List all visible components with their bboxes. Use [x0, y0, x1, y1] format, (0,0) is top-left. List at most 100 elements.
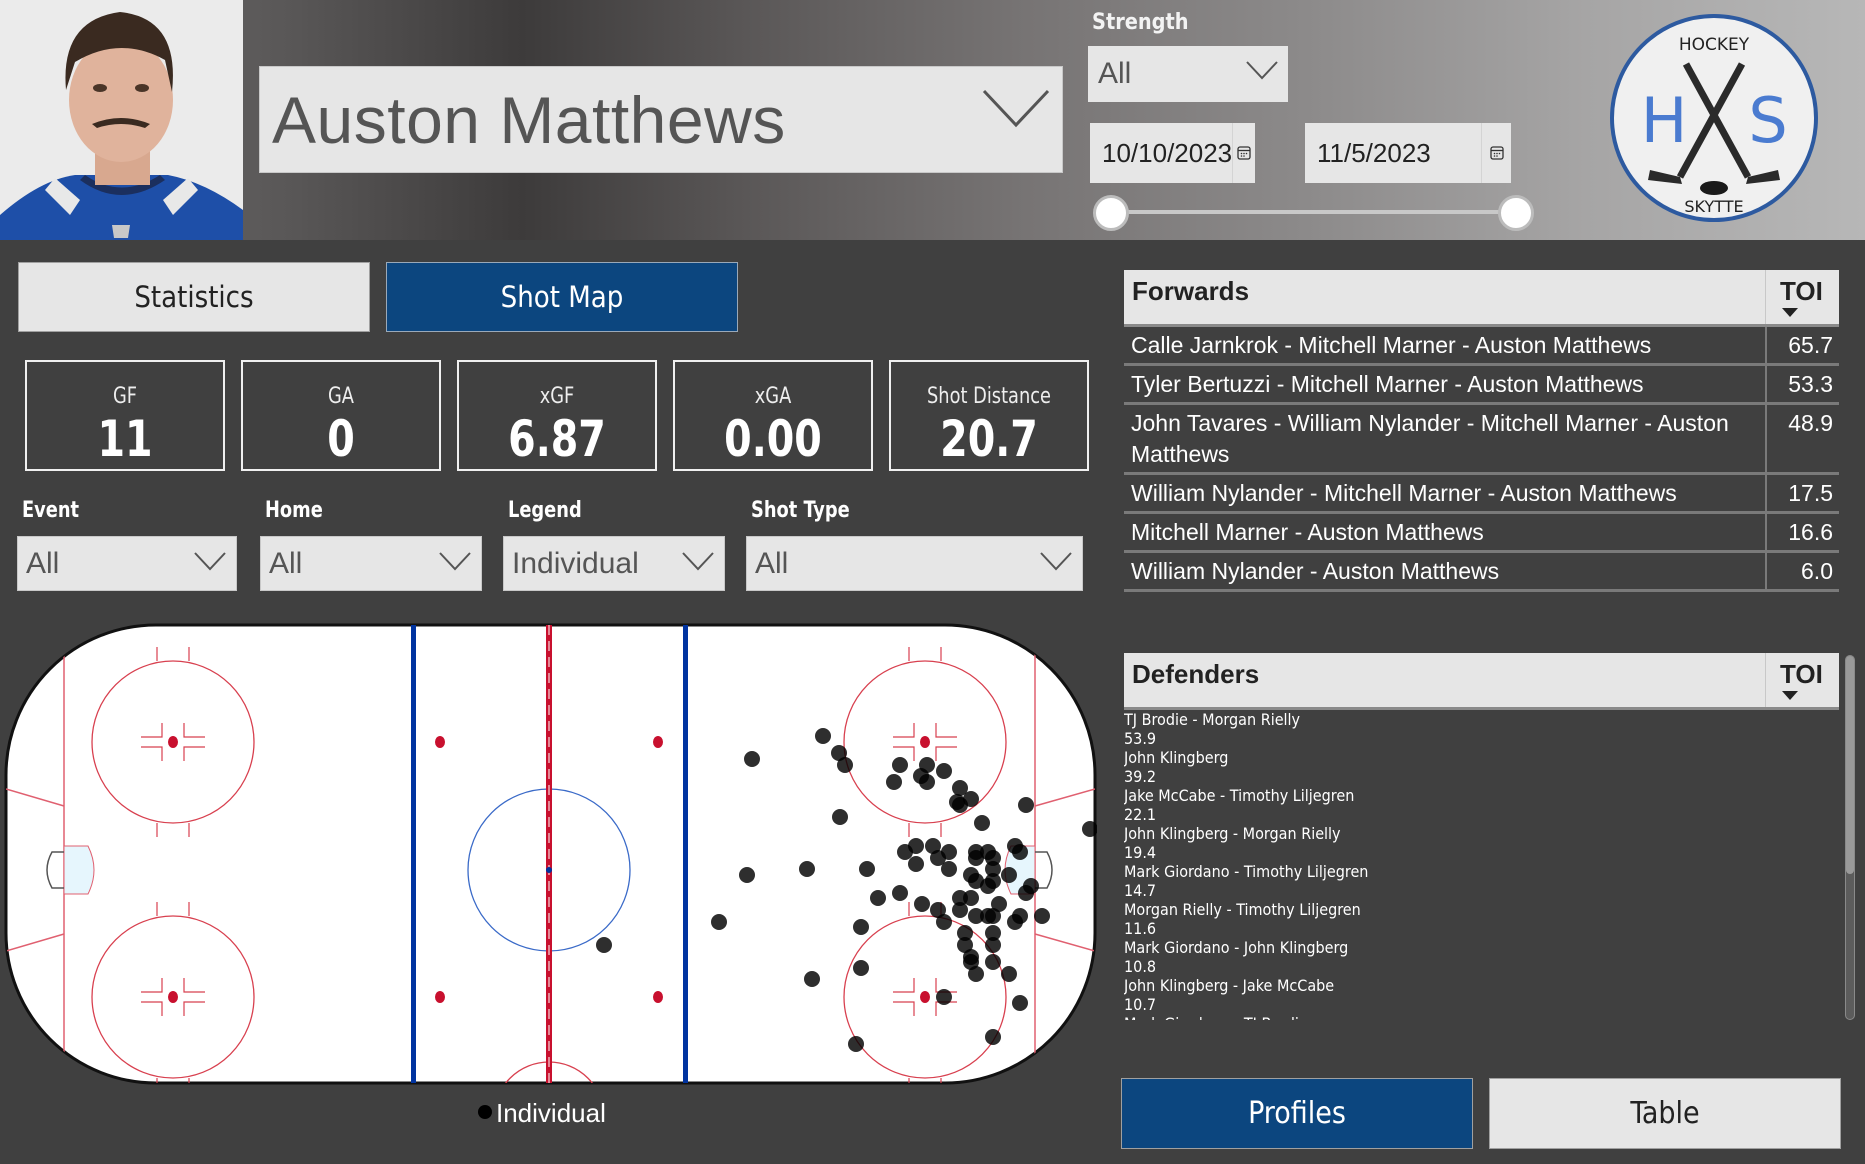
table-row[interactable]: Mark Giordano - John Klingberg 10.8	[1124, 938, 1839, 976]
shot-dot[interactable]	[837, 757, 853, 773]
table-row[interactable]: TJ Brodie - Morgan Rielly 53.9	[1124, 710, 1839, 748]
date-range-slider-track[interactable]	[1112, 210, 1516, 214]
shot-dot[interactable]	[968, 908, 984, 924]
shot-dot[interactable]	[952, 780, 968, 796]
shot-dot[interactable]	[739, 867, 755, 883]
calendar-icon[interactable]	[1232, 123, 1255, 183]
shot-dot[interactable]	[1018, 797, 1034, 813]
shot-dot[interactable]	[919, 774, 935, 790]
shot-dot[interactable]	[1082, 821, 1097, 837]
shot-dot[interactable]	[1001, 966, 1017, 982]
shot-dot[interactable]	[832, 809, 848, 825]
shot-dot[interactable]	[930, 902, 946, 918]
table-row[interactable]: John Tavares - William Nylander - Mitche…	[1124, 405, 1839, 475]
table-row[interactable]: William Nylander - Auston Matthews 6.0	[1124, 553, 1839, 592]
shot-dot[interactable]	[831, 745, 847, 761]
shot-dot[interactable]	[936, 914, 952, 930]
statistics-button[interactable]: Statistics	[18, 262, 370, 332]
shot-dot[interactable]	[968, 873, 984, 889]
shot-dot[interactable]	[925, 838, 941, 854]
toi-column-header[interactable]: TOI	[1765, 653, 1839, 707]
table-row[interactable]: Mark Giordano - Timothy Liljegren 14.7	[1124, 862, 1839, 900]
shot-dot[interactable]	[957, 937, 973, 953]
shot-dot[interactable]	[985, 850, 1001, 866]
home-filter-dropdown[interactable]: All	[260, 536, 482, 591]
shot-dot[interactable]	[908, 856, 924, 872]
shot-dot[interactable]	[985, 1029, 1001, 1045]
shot-dot[interactable]	[985, 861, 1001, 877]
shot-dot[interactable]	[744, 751, 760, 767]
shot-dot[interactable]	[804, 971, 820, 987]
shot-dot[interactable]	[952, 890, 968, 906]
table-row[interactable]: Mark Giordano - TJ Brodie10.4	[1124, 1014, 1839, 1020]
shot-dot[interactable]	[711, 914, 727, 930]
shot-dot[interactable]	[952, 902, 968, 918]
shot-dot[interactable]	[963, 954, 979, 970]
shot-dot[interactable]	[859, 861, 875, 877]
shot-dot[interactable]	[914, 896, 930, 912]
shot-dot[interactable]	[1007, 914, 1023, 930]
shot-dot[interactable]	[870, 890, 886, 906]
shot-dot[interactable]	[848, 1036, 864, 1052]
shot-dot[interactable]	[1012, 844, 1028, 860]
shot-map-rink[interactable]	[4, 623, 1097, 1085]
shot-dot[interactable]	[1001, 867, 1017, 883]
defenders-column-header[interactable]: Defenders	[1132, 659, 1260, 689]
table-row[interactable]: William Nylander - Mitchell Marner - Aus…	[1124, 475, 1839, 514]
shot-dot[interactable]	[853, 960, 869, 976]
shot-dot[interactable]	[886, 774, 902, 790]
shot-dot[interactable]	[980, 878, 996, 894]
shot-dot[interactable]	[957, 925, 973, 941]
shot-dot[interactable]	[799, 861, 815, 877]
shot-dot[interactable]	[991, 896, 1007, 912]
date-range-end-handle[interactable]	[1498, 195, 1534, 231]
shot-dot[interactable]	[974, 815, 990, 831]
table-row[interactable]: John Klingberg - Jake McCabe 10.7	[1124, 976, 1839, 1014]
table-button[interactable]: Table	[1489, 1078, 1841, 1149]
shot-dot[interactable]	[985, 954, 1001, 970]
shot-dot[interactable]	[892, 885, 908, 901]
shot-dot[interactable]	[1012, 995, 1028, 1011]
shot-dot[interactable]	[853, 919, 869, 935]
shot-dot[interactable]	[968, 850, 984, 866]
end-date-input[interactable]: 11/5/2023	[1305, 123, 1511, 183]
shot-dot[interactable]	[985, 908, 1001, 924]
table-row[interactable]: Mitchell Marner - Auston Matthews 16.6	[1124, 514, 1839, 553]
table-row[interactable]: John Klingberg - Morgan Rielly 19.4	[1124, 824, 1839, 862]
shot-type-filter-dropdown[interactable]: All	[746, 536, 1083, 591]
defenders-table-body[interactable]: TJ Brodie - Morgan Rielly 53.9 John Klingb…	[1124, 710, 1839, 1020]
legend-filter-dropdown[interactable]: Individual	[503, 536, 725, 591]
shot-dot[interactable]	[968, 966, 984, 982]
scrollbar-thumb[interactable]	[1846, 656, 1854, 874]
shot-dot[interactable]	[963, 890, 979, 906]
shot-map-button[interactable]: Shot Map	[386, 262, 738, 332]
shot-dot[interactable]	[936, 763, 952, 779]
shot-dot[interactable]	[1034, 908, 1050, 924]
shot-dot[interactable]	[596, 937, 612, 953]
table-row[interactable]: Calle Jarnkrok - Mitchell Marner - Austo…	[1124, 327, 1839, 366]
table-row[interactable]: John Klingberg 39.2	[1124, 748, 1839, 786]
calendar-icon[interactable]	[1481, 123, 1511, 183]
profiles-button[interactable]: Profiles	[1121, 1078, 1473, 1149]
shot-dot[interactable]	[963, 791, 979, 807]
table-row[interactable]: Jake McCabe - Timothy Liljegren 22.1	[1124, 786, 1839, 824]
shot-dot[interactable]	[985, 937, 1001, 953]
shot-dot[interactable]	[1018, 885, 1034, 901]
player-dropdown[interactable]: Auston Matthews	[259, 66, 1063, 173]
shot-dot[interactable]	[941, 844, 957, 860]
shot-dot[interactable]	[941, 861, 957, 877]
table-row[interactable]: Morgan Rielly - Timothy Liljegren 11.6	[1124, 900, 1839, 938]
shot-dot[interactable]	[908, 838, 924, 854]
strength-dropdown[interactable]: All	[1088, 46, 1288, 102]
shot-dot[interactable]	[815, 728, 831, 744]
event-filter-dropdown[interactable]: All	[17, 536, 237, 591]
date-range-start-handle[interactable]	[1093, 195, 1129, 231]
forwards-column-header[interactable]: Forwards	[1132, 276, 1250, 306]
defenders-scrollbar[interactable]	[1845, 655, 1855, 1020]
shot-dot[interactable]	[985, 925, 1001, 941]
toi-column-header[interactable]: TOI	[1765, 270, 1839, 324]
shot-dot[interactable]	[936, 989, 952, 1005]
shot-dot[interactable]	[892, 757, 908, 773]
start-date-input[interactable]: 10/10/2023	[1090, 123, 1255, 183]
table-row[interactable]: Tyler Bertuzzi - Mitchell Marner - Austo…	[1124, 366, 1839, 405]
